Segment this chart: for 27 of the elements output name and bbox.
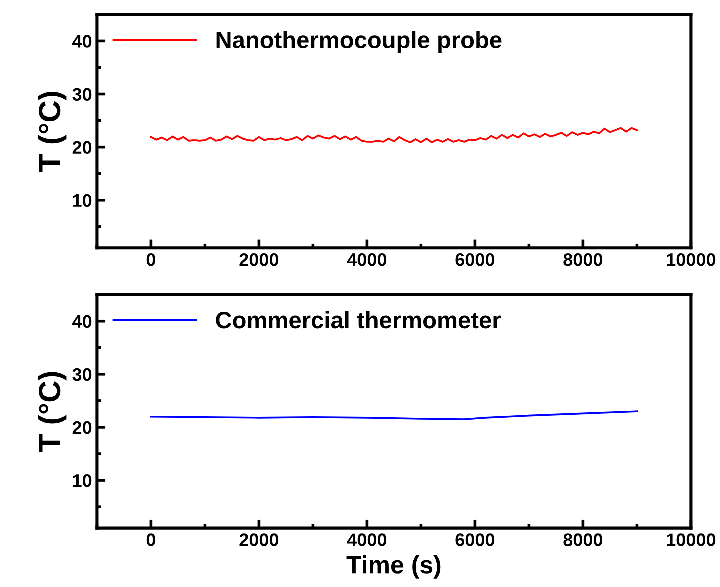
legend-label: Nanothermocouple probe xyxy=(216,31,502,54)
x-tick-label: 2000 xyxy=(240,253,279,266)
x-tick-label: 0 xyxy=(146,253,156,266)
x-tick-label: 4000 xyxy=(347,534,387,546)
y-tick-label: 40 xyxy=(72,35,92,48)
y-axis-title: T (°C) xyxy=(38,92,67,172)
legend-label: Commercial thermometer xyxy=(216,311,501,329)
y-tick-label: 30 xyxy=(72,368,92,382)
y-tick-label: 20 xyxy=(72,421,92,434)
x-tick-label: 4000 xyxy=(347,253,387,266)
x-tick-label: 6000 xyxy=(456,253,495,266)
line-series xyxy=(150,127,638,144)
x-tick-label: 6000 xyxy=(456,534,495,546)
y-tick-label: 30 xyxy=(72,88,92,102)
line-series xyxy=(150,410,638,420)
y-tick-label: 20 xyxy=(72,141,92,154)
y-tick-label: 10 xyxy=(73,194,92,208)
x-tick-label: 8000 xyxy=(564,534,603,546)
x-tick-label: 10000 xyxy=(667,534,716,546)
x-axis-title: Time (s) xyxy=(346,556,441,579)
x-tick-label: 10000 xyxy=(667,253,716,266)
x-tick-label: 0 xyxy=(146,534,156,546)
x-tick-label: 2000 xyxy=(240,534,279,546)
y-tick-label: 10 xyxy=(73,474,92,488)
x-tick-label: 8000 xyxy=(564,253,603,266)
y-tick-label: 40 xyxy=(72,315,92,328)
y-axis-title: T (°C) xyxy=(38,372,67,452)
